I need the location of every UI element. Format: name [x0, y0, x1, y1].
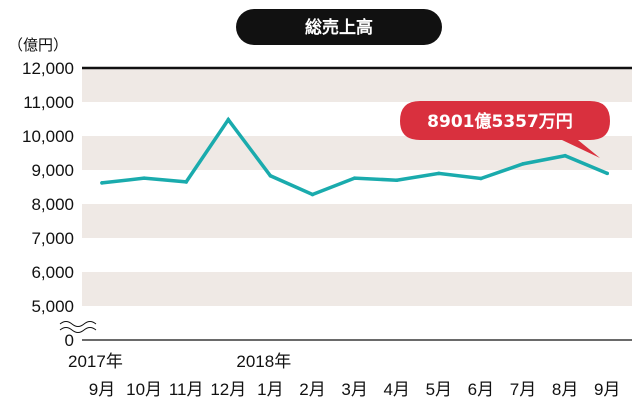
data-point: [437, 171, 441, 176]
series-layer: [100, 116, 609, 197]
y-tick-label: 12,000: [22, 59, 74, 78]
x-tick-label: 8月: [552, 380, 578, 399]
x-tick-label: 10月: [126, 380, 162, 399]
x-tick-label: 1月: [257, 380, 283, 399]
annotation-callout: 8901億5357万円: [400, 101, 610, 158]
data-point: [226, 117, 231, 122]
x-tick-label: 5月: [426, 380, 452, 399]
background-band: [82, 136, 632, 170]
y-tick-label: 9,000: [31, 161, 74, 180]
data-point: [100, 181, 104, 185]
x-tick-labels: 9月 10月 11月 12月 1月 2月 3月 4月 5月 6月 7月 8月 9月 2017年 2018年: [68, 352, 620, 399]
data-point: [605, 171, 609, 176]
y-axis-unit-label: （億円）: [8, 36, 68, 54]
title-pill: [236, 9, 442, 45]
x-tick-label: 2月: [299, 380, 325, 399]
x-tick-label: 4月: [383, 380, 409, 399]
callout-label: 8901億5357万円: [427, 111, 573, 132]
chart-title-badge: 総売上高: [236, 9, 442, 45]
callout-bubble: [400, 101, 610, 158]
x-tick-label: 11月: [169, 380, 204, 399]
background-band: [82, 204, 632, 238]
y-tick-label: 0: [65, 331, 74, 350]
y-tick-labels: 12,000 11,000 10,000 9,000 8,000 7,000 6,000 5,…: [22, 59, 74, 350]
axes: [59, 66, 632, 341]
y-tick-label: 11,000: [23, 93, 74, 112]
data-point: [268, 173, 273, 178]
background-bands: [82, 68, 632, 306]
x-tick-label: 12月: [210, 380, 246, 399]
data-point: [352, 176, 357, 180]
data-point: [184, 180, 188, 184]
data-point: [142, 176, 146, 180]
data-point: [521, 162, 525, 166]
x-tick-label: 9月: [89, 380, 115, 399]
y-tick-label: 7,000: [31, 229, 74, 248]
x-tick-label: 6月: [468, 380, 494, 399]
background-band: [82, 272, 632, 306]
data-point: [310, 192, 315, 197]
background-band: [82, 68, 632, 102]
data-point: [479, 176, 483, 181]
x-year-label: 2018年: [236, 352, 291, 371]
y-tick-label: 5,000: [31, 297, 74, 316]
axis-break-mark: [59, 321, 97, 333]
y-tick-label: 10,000: [22, 127, 74, 146]
y-tick-label: 8,000: [31, 195, 74, 214]
chart-title: 総売上高: [305, 17, 373, 38]
data-point: [563, 153, 567, 158]
data-point: [394, 178, 399, 182]
x-tick-label: 7月: [510, 380, 536, 399]
x-tick-label: 9月: [594, 380, 620, 399]
y-tick-label: 6,000: [31, 263, 74, 282]
x-tick-label: 3月: [341, 380, 367, 399]
x-year-label: 2017年: [68, 352, 123, 371]
